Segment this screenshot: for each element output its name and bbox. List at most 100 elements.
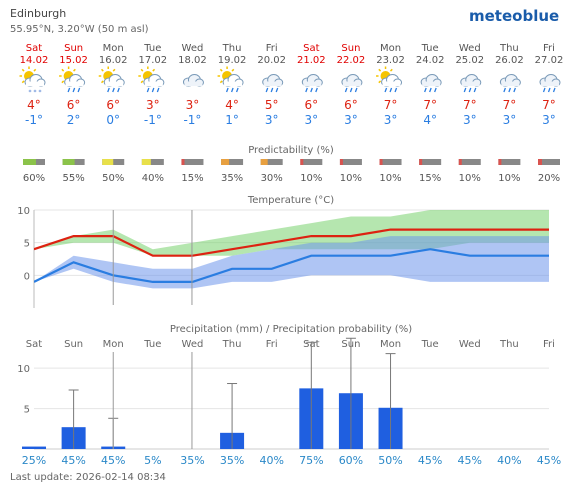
precip-probability: 75% <box>299 454 323 467</box>
day-name: Sun <box>64 43 83 54</box>
max-temp: 5° <box>265 98 279 112</box>
day-name: Tue <box>421 43 439 54</box>
predictability-bar <box>458 159 462 165</box>
day-name: Thu <box>222 43 242 54</box>
max-temp: 3° <box>186 98 200 112</box>
day-date: 21.02 <box>297 55 326 66</box>
max-temp: 7° <box>463 98 477 112</box>
max-temp: 3° <box>146 98 160 112</box>
cloud-icon <box>182 74 204 87</box>
cloud-rain-icon <box>301 74 323 93</box>
precip-tick-label: 10 <box>17 364 30 375</box>
predictability-bar <box>23 159 36 165</box>
precip-bar <box>22 446 46 449</box>
min-temp: 3° <box>463 113 477 127</box>
predictability-value: 10% <box>340 173 362 184</box>
max-temp: 7° <box>384 98 398 112</box>
precip-day-label: Wed <box>182 339 204 350</box>
predictability-value: 35% <box>221 173 243 184</box>
predictability-bar-bg <box>419 159 442 165</box>
min-temp: 3° <box>503 113 517 127</box>
day-name: Thu <box>499 43 519 54</box>
sun-cloud-rain-icon <box>59 66 86 93</box>
cloud-shape-icon <box>103 74 125 87</box>
cloud-rain-icon <box>460 74 482 93</box>
predictability-bar-bg <box>339 159 362 165</box>
precip-day-label: Thu <box>499 339 519 350</box>
predictability-bar-bg <box>458 159 481 165</box>
max-temp: 6° <box>344 98 358 112</box>
day-name: Mon <box>103 43 124 54</box>
temp-plot-area <box>34 210 549 289</box>
precip-day-label: Fri <box>543 339 555 350</box>
min-temp-line <box>34 248 549 283</box>
day-date: 23.02 <box>376 55 405 66</box>
day-date: 22.02 <box>337 55 366 66</box>
predictability-item: 10% <box>340 159 362 184</box>
precip-error-bar <box>68 389 79 449</box>
predictability-item: 55% <box>62 159 85 184</box>
precipitation-chart-title: Precipitation (mm) / Precipitation proba… <box>170 324 412 335</box>
predictability-item: 60% <box>23 159 45 184</box>
meteoblue-logo[interactable]: meteoblue <box>469 7 559 25</box>
precip-probability: 50% <box>378 454 402 467</box>
day-date: 14.02 <box>20 55 49 66</box>
day-date: 26.02 <box>495 55 524 66</box>
predictability-value: 55% <box>62 173 84 184</box>
last-update-label: Last update: 2026-02-14 08:34 <box>10 472 166 483</box>
precip-probability: 35% <box>220 454 244 467</box>
min-temp: 0° <box>106 113 120 127</box>
snowflakes-icon: * * * <box>29 89 42 96</box>
day-date: 20.02 <box>257 55 286 66</box>
predictability-bar <box>498 159 502 165</box>
precipitation-chart: Sat Sun Mon Tue Wed Thu Fri Sat Sun Mon Tue Wed Thu F… <box>17 337 561 467</box>
precip-error-bar <box>227 383 238 449</box>
cloud-shape-icon <box>341 74 363 87</box>
precip-probability: 35% <box>180 454 204 467</box>
precip-error-bar <box>306 341 317 449</box>
predictability-item: 50% <box>102 159 124 184</box>
predictability-bar <box>339 159 343 165</box>
day-name: Fri <box>543 43 555 54</box>
temperature-chart: 10 5 0 <box>17 206 549 308</box>
predictability-item: 15% <box>181 159 204 184</box>
predictability-bar-bg <box>260 159 283 165</box>
precip-day-label: Thu <box>222 339 242 350</box>
min-temp: 3° <box>304 113 318 127</box>
predictability-bar <box>102 159 114 165</box>
max-temp: 7° <box>542 98 556 112</box>
precip-probability: 45% <box>418 454 442 467</box>
predictability-value: 10% <box>498 173 520 184</box>
precip-probability: 45% <box>101 454 125 467</box>
cloud-rain-icon <box>420 74 442 93</box>
day-name: Fri <box>266 43 278 54</box>
predictability-item: 10% <box>300 159 322 184</box>
predictability-bar-bg <box>141 159 164 165</box>
max-temp: 6° <box>304 98 318 112</box>
min-temp: 3° <box>384 113 398 127</box>
predictability-item: 10% <box>459 159 481 184</box>
cloud-rain-icon <box>499 74 521 93</box>
predictability-bar-bg <box>379 159 402 165</box>
predictability-value: 15% <box>419 173 441 184</box>
predictability-value: 30% <box>261 173 283 184</box>
precip-day-label: Fri <box>266 339 278 350</box>
day-date: 18.02 <box>178 55 207 66</box>
precip-probability: 40% <box>259 454 283 467</box>
predictability-bar <box>221 159 230 165</box>
day-name: Tue <box>143 43 161 54</box>
max-temp: 4° <box>225 98 239 112</box>
cloud-shape-icon <box>24 74 46 87</box>
min-temp: 3° <box>265 113 279 127</box>
min-temp: -1° <box>183 113 201 127</box>
predictability-bar-bg <box>498 159 521 165</box>
